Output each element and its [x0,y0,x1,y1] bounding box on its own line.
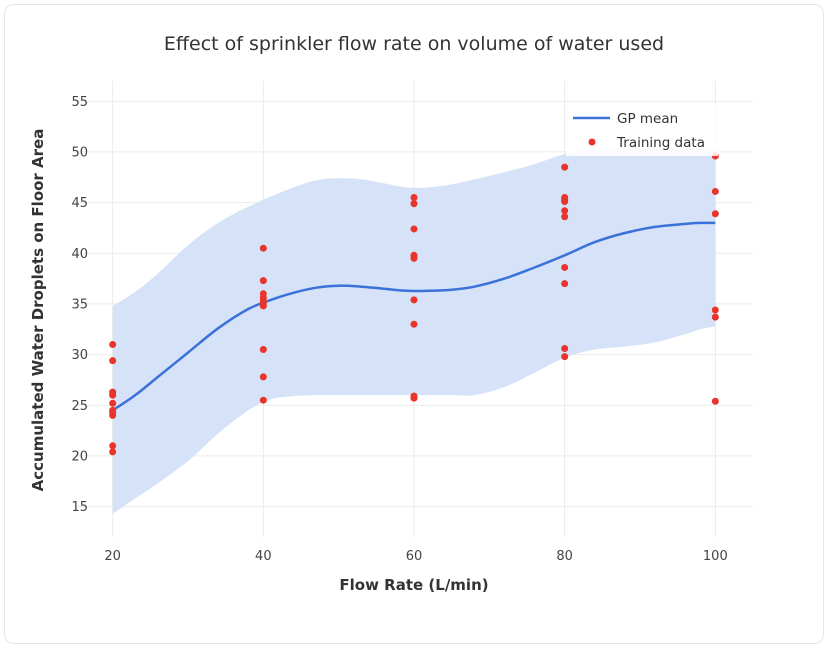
training-data-point [410,252,418,260]
mean-line-layer [112,221,716,412]
training-data-point [109,357,117,365]
training-data-point [410,394,418,402]
training-data-point [711,306,719,314]
training-data-point [561,196,569,204]
y-tick-label: 35 [71,297,88,312]
training-data-point [561,207,569,215]
training-data-point [711,187,719,195]
legend-entry-gp-mean[interactable]: GP mean [617,111,678,127]
x-tick-label: 80 [556,549,573,564]
y-tick-label: 45 [71,196,88,211]
training-data-point [561,213,569,221]
y-tick-label: 30 [71,348,88,363]
x-axis-label: Flow Rate (L/min) [339,576,488,594]
training-data-point [259,300,267,308]
chart-title: Effect of sprinkler flow rate on volume … [164,33,664,55]
legend-background [566,104,718,156]
training-data-point [410,296,418,304]
training-data-point [561,263,569,271]
y-axis-label: Accumulated Water Droplets on Floor Area [29,129,47,492]
training-data-point [259,277,267,285]
confidence-band [112,148,716,514]
training-data-point [109,442,117,450]
y-tick-label: 25 [71,399,88,414]
tick-labels: 15 20 25 30 35 40 45 50 55 20 40 60 80 100 [71,95,727,564]
confidence-band-area [112,148,716,514]
training-data-point [711,210,719,218]
x-tick-label: 40 [255,549,272,564]
training-data-point [259,396,267,404]
training-data-point [561,345,569,353]
x-tick-label: 60 [406,549,423,564]
gp-mean-line [112,221,716,412]
training-data-point [259,373,267,381]
training-data-point [109,448,117,456]
training-data-point [109,340,117,348]
x-tick-label: 100 [703,549,728,564]
training-data-point [410,200,418,208]
legend-entry-training-data[interactable]: Training data [616,135,705,151]
y-tick-label: 55 [71,95,88,110]
training-data-point [561,163,569,171]
legend[interactable]: GP mean Training data [566,104,718,156]
y-tick-label: 50 [71,145,88,160]
training-points [109,152,719,456]
training-data-point [109,399,117,407]
training-data-point [410,225,418,233]
training-data-point [410,194,418,202]
training-data-point [711,397,719,405]
training-data-point [410,320,418,328]
training-data-point [561,280,569,288]
training-data-point [259,244,267,252]
x-tick-label: 20 [104,549,121,564]
legend-point-swatch [588,138,596,146]
training-data-point [561,353,569,361]
y-tick-label: 40 [71,247,88,262]
y-tick-label: 20 [71,449,88,464]
training-data-point [711,313,719,321]
training-data-point [109,408,117,416]
training-data-point [259,346,267,354]
training-data-point [109,391,117,399]
y-tick-label: 15 [71,500,88,515]
